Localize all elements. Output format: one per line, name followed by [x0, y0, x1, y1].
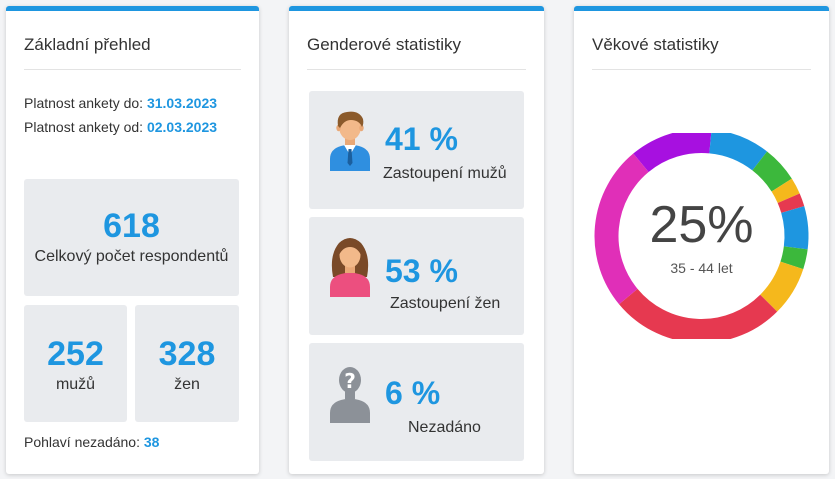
donut-segment-9[interactable]	[619, 288, 778, 339]
men-count-box: 252 mužů	[24, 305, 127, 422]
gender-unspecified-value: 38	[143, 434, 160, 450]
men-share-label: Zastoupení mužů	[383, 165, 507, 182]
donut-segment-8[interactable]	[759, 261, 804, 312]
women-share-label: Zastoupení žen	[390, 295, 501, 312]
overview-title: Základní přehled	[24, 35, 151, 54]
total-respondents-value: 618	[103, 207, 160, 245]
total-respondents-box: 618 Celkový počet respondentů	[24, 179, 239, 296]
men-share-value: 41 %	[385, 121, 458, 157]
donut-highlight-label: 35 - 44 let	[670, 260, 733, 276]
donut-highlight-value: 25%	[649, 196, 754, 254]
gender-unspecified-line: Pohlaví nezadáno: 38	[24, 434, 159, 450]
divider	[307, 69, 526, 70]
gender-stats-card: Genderové statistiky 41 % Zastoupení muž…	[289, 6, 544, 474]
women-count-value: 328	[158, 335, 216, 373]
unknown-person-icon: ?	[330, 367, 370, 423]
donut-segment-5[interactable]	[777, 193, 805, 214]
overview-card: Základní přehled Platnost ankety do: 31.…	[6, 6, 259, 474]
valid-to-label: Platnost ankety do:	[24, 95, 147, 111]
svg-text:?: ?	[344, 369, 356, 393]
donut-segment-3[interactable]	[752, 151, 792, 192]
unspecified-share-label: Nezadáno	[408, 419, 481, 436]
donut-segment-6[interactable]	[781, 206, 809, 250]
valid-from-line: Platnost ankety od: 02.03.2023	[24, 119, 217, 135]
valid-to-line: Platnost ankety do: 31.03.2023	[24, 95, 217, 111]
men-count-label: mužů	[55, 376, 96, 393]
valid-from-label: Platnost ankety od:	[24, 119, 147, 135]
age-stats-title: Věkové statistiky	[592, 35, 719, 54]
age-stats-card: Věkové statistiky 25% 35 - 44 let	[574, 6, 829, 474]
women-share-box: 53 % Zastoupení žen	[309, 217, 524, 335]
valid-to-value: 31.03.2023	[146, 95, 218, 111]
woman-avatar-icon	[330, 238, 370, 297]
men-share-box: 41 % Zastoupení mužů	[309, 91, 524, 209]
men-count-value: 252	[47, 335, 104, 373]
divider	[24, 69, 241, 70]
age-donut-chart	[594, 133, 809, 339]
donut-segment-7[interactable]	[780, 246, 808, 270]
unspecified-share-value: 6 %	[385, 375, 441, 411]
unspecified-share-box: ? 6 % Nezadáno	[309, 343, 524, 461]
valid-from-value: 02.03.2023	[146, 119, 218, 135]
women-share-value: 53 %	[385, 253, 458, 289]
gender-unspecified-label: Pohlaví nezadáno:	[24, 434, 144, 450]
donut-segment-10[interactable]	[594, 153, 649, 305]
women-count-label: žen	[174, 376, 200, 393]
man-avatar-icon	[330, 111, 370, 171]
total-respondents-label: Celkový počet respondentů	[34, 248, 229, 265]
donut-segment-2[interactable]	[708, 133, 768, 171]
gender-stats-title: Genderové statistiky	[307, 35, 462, 54]
divider	[592, 69, 811, 70]
donut-segment-4[interactable]	[771, 178, 800, 204]
women-count-box: 328 žen	[135, 305, 239, 422]
donut-segment-1[interactable]	[633, 133, 712, 173]
